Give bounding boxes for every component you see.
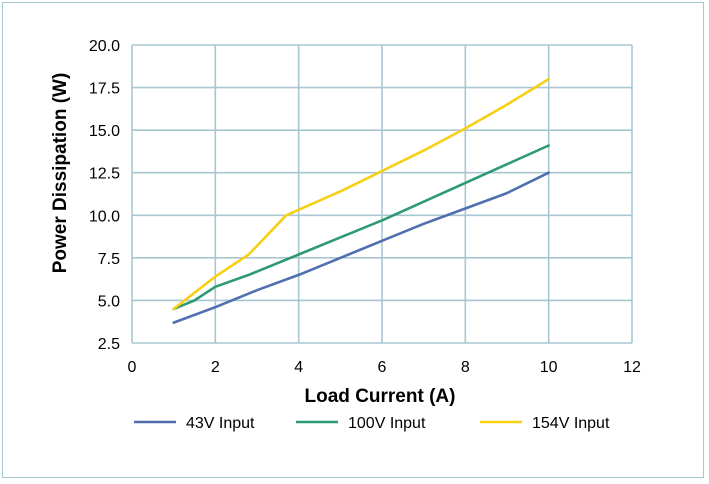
x-tick-labels: 0 2 4 6 8 10 12	[128, 359, 641, 376]
series-line-3	[172, 77, 551, 311]
y-tick-label: 7.5	[98, 251, 120, 268]
x-tick-label: 10	[540, 359, 558, 376]
x-axis-title: Load Current (A)	[305, 386, 456, 407]
y-tick-label: 17.5	[89, 81, 120, 98]
y-tick-label: 2.5	[98, 336, 120, 353]
x-tick-label: 6	[378, 359, 387, 376]
y-axis-title: Power Dissipation (W)	[50, 73, 71, 274]
y-tick-label: 12.5	[89, 166, 120, 183]
legend-label-1: 43V Input	[186, 415, 255, 432]
series-lines	[172, 77, 551, 324]
x-tick-label: 0	[128, 359, 137, 376]
legend-label-2: 100V Input	[348, 415, 426, 432]
x-tick-label: 4	[294, 359, 303, 376]
series-line-2	[172, 144, 551, 311]
chart-frame: 2.5 5.0 7.5 10.0 12.5 15.0 17.5 20.0 0 2 4 6 8 10 12 …	[2, 2, 704, 478]
y-tick-label: 15.0	[89, 123, 120, 140]
y-tick-labels: 2.5 5.0 7.5 10.0 12.5 15.0 17.5 20.0	[89, 38, 120, 353]
x-tick-label: 8	[461, 359, 470, 376]
y-tick-label: 5.0	[98, 293, 120, 310]
legend: 43V Input 100V Input 154V Input	[134, 415, 610, 432]
x-tick-label: 2	[211, 359, 220, 376]
line-chart: 2.55.07.510.012.515.017.520.0 0 2 4 6 8 10 12 …	[50, 38, 641, 432]
series-line-1	[172, 171, 551, 324]
grid	[131, 44, 633, 344]
legend-label-3: 154V Input	[532, 415, 610, 432]
x-tick-label: 12	[623, 359, 641, 376]
y-tick-label: 10.0	[89, 208, 120, 225]
y-tick-label: 20.0	[89, 38, 120, 55]
